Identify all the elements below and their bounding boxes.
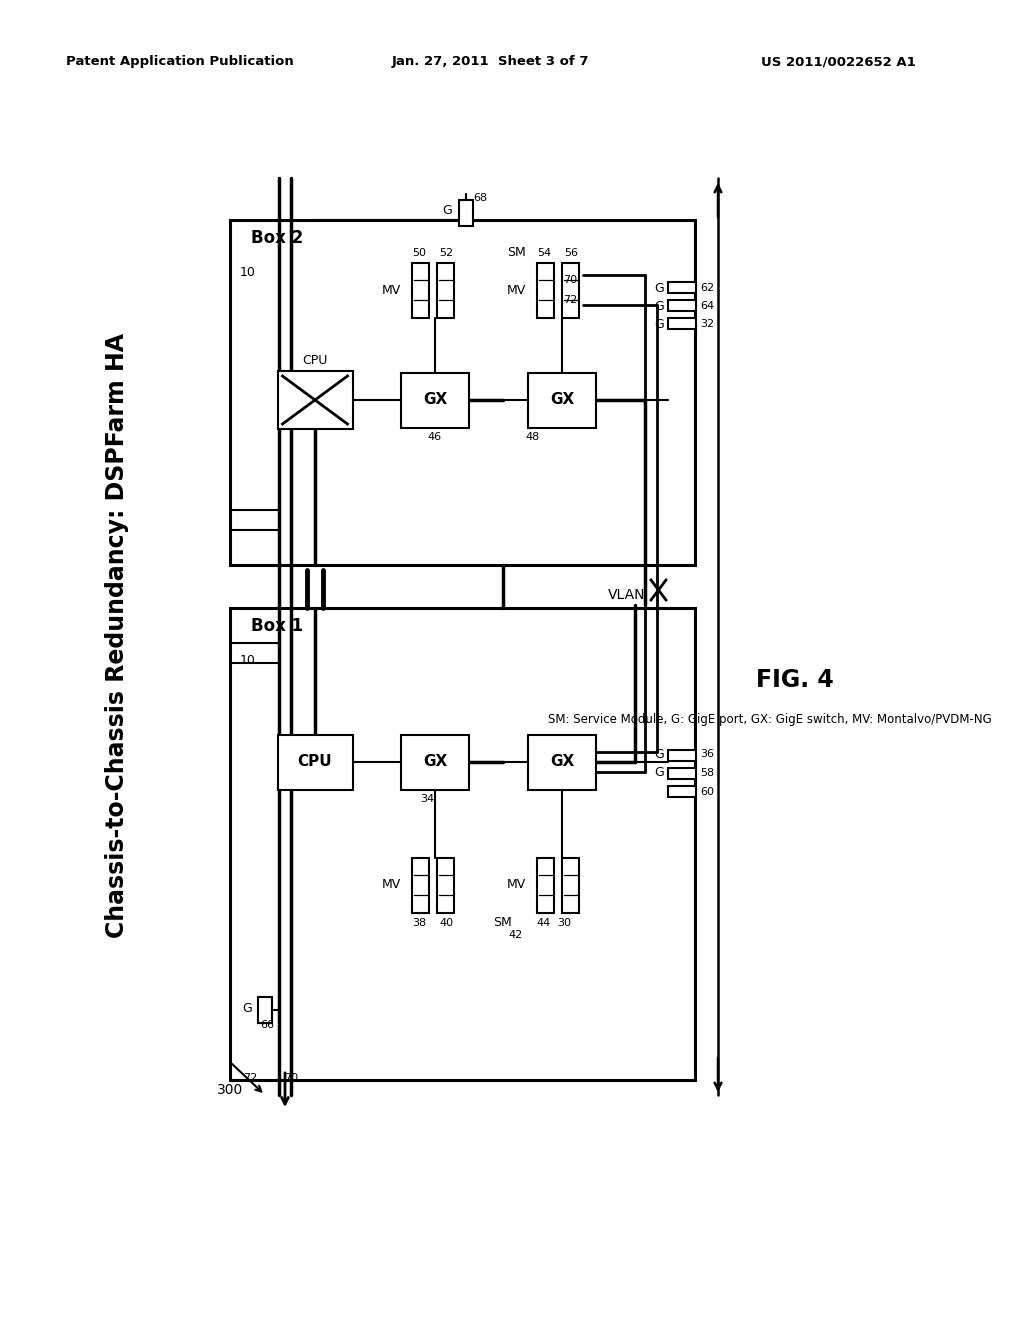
Bar [230, 220, 695, 565]
Text: 46: 46 [428, 433, 442, 442]
Bar [278, 371, 352, 429]
Text: G: G [243, 1002, 252, 1015]
Bar [528, 372, 596, 428]
Bar [230, 609, 695, 1080]
Bar [401, 734, 469, 789]
Text: 50: 50 [412, 248, 426, 257]
Text: Box 2: Box 2 [251, 228, 303, 247]
Text: VLAN: VLAN [607, 587, 645, 602]
Text: G: G [442, 203, 452, 216]
Text: Box 1: Box 1 [251, 616, 303, 635]
Text: 34: 34 [420, 795, 434, 804]
Bar [668, 750, 696, 762]
Text: 44: 44 [537, 917, 551, 928]
Text: 32: 32 [700, 319, 714, 329]
Bar [528, 734, 596, 789]
Text: 10: 10 [240, 653, 256, 667]
Text: 72: 72 [563, 294, 578, 305]
Text: 42: 42 [509, 929, 523, 940]
Text: G: G [654, 748, 664, 762]
Bar [412, 263, 429, 318]
Bar [668, 768, 696, 779]
Text: MV: MV [381, 879, 400, 891]
Text: 68: 68 [473, 193, 487, 203]
Text: US 2011/0022652 A1: US 2011/0022652 A1 [761, 55, 915, 69]
Text: 300: 300 [217, 1082, 243, 1097]
Text: 70: 70 [284, 1073, 298, 1082]
Text: G: G [654, 318, 664, 330]
Text: G: G [654, 281, 664, 294]
Bar [258, 997, 272, 1023]
Text: FIG. 4: FIG. 4 [756, 668, 834, 692]
Bar [537, 858, 554, 912]
Bar [437, 858, 454, 912]
Text: 56: 56 [564, 248, 578, 257]
Bar [668, 318, 696, 329]
Bar [401, 372, 469, 428]
Bar [668, 300, 696, 312]
Text: GX: GX [550, 392, 574, 408]
Text: Jan. 27, 2011  Sheet 3 of 7: Jan. 27, 2011 Sheet 3 of 7 [391, 55, 589, 69]
Text: 70: 70 [563, 275, 578, 285]
Text: SM: SM [507, 246, 525, 259]
Bar [459, 201, 473, 226]
Bar [562, 858, 579, 912]
Bar [278, 734, 352, 789]
Text: 62: 62 [700, 282, 714, 293]
Text: 64: 64 [700, 301, 714, 312]
Bar [668, 785, 696, 797]
Text: 52: 52 [439, 248, 453, 257]
Text: Chassis-to-Chassis Redundancy: DSPFarm HA: Chassis-to-Chassis Redundancy: DSPFarm H… [105, 333, 129, 937]
Text: SM: SM [494, 916, 512, 929]
Text: 72: 72 [243, 1073, 257, 1082]
Text: G: G [654, 767, 664, 780]
Text: Patent Application Publication: Patent Application Publication [67, 55, 294, 69]
Text: MV: MV [381, 284, 400, 297]
Text: 48: 48 [526, 433, 540, 442]
Text: GX: GX [550, 755, 574, 770]
Bar [668, 282, 696, 293]
Bar [562, 263, 579, 318]
Text: 58: 58 [700, 768, 714, 777]
Text: 54: 54 [537, 248, 551, 257]
Text: G: G [654, 300, 664, 313]
Text: GX: GX [423, 392, 447, 408]
Text: 66: 66 [260, 1020, 274, 1030]
Text: 60: 60 [700, 787, 714, 797]
Text: CPU: CPU [298, 755, 333, 770]
Bar [412, 858, 429, 912]
Text: 30: 30 [557, 917, 571, 928]
Text: 40: 40 [439, 917, 453, 928]
Text: 38: 38 [412, 917, 426, 928]
Text: MV: MV [507, 284, 525, 297]
Bar [537, 263, 554, 318]
Text: MV: MV [507, 879, 525, 891]
Text: SM: Service Module, G: GigE port, GX: GigE switch, MV: Montalvo/PVDM-NG: SM: Service Module, G: GigE port, GX: Gi… [548, 714, 992, 726]
Bar [437, 263, 454, 318]
Text: CPU: CPU [302, 355, 328, 367]
Text: 10: 10 [240, 265, 256, 279]
Text: 36: 36 [700, 748, 714, 759]
Text: GX: GX [423, 755, 447, 770]
